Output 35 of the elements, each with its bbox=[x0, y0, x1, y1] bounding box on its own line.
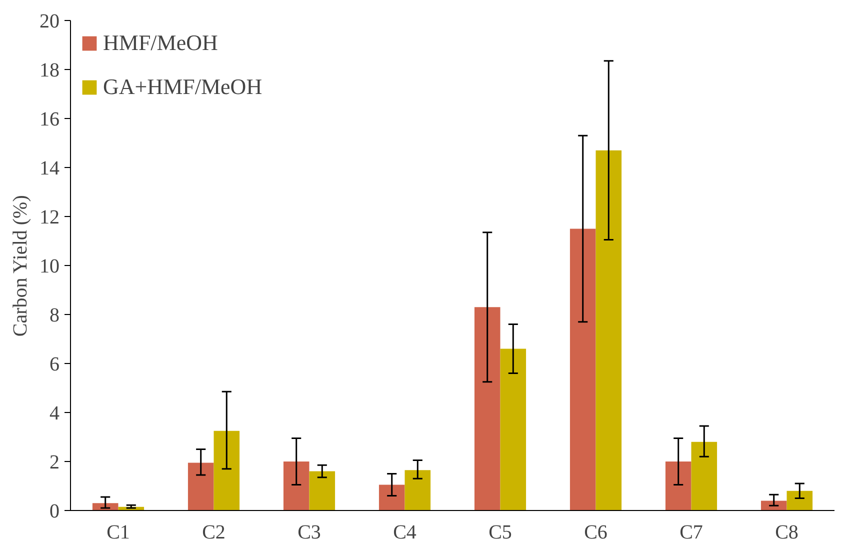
bar bbox=[283, 462, 310, 510]
y-tick-label: 10 bbox=[40, 256, 60, 278]
bar bbox=[404, 470, 431, 510]
x-tick-label: C8 bbox=[775, 522, 798, 544]
bar bbox=[188, 462, 214, 510]
y-tick-label: 14 bbox=[40, 158, 60, 180]
bar bbox=[691, 442, 718, 510]
y-tick-label: 0 bbox=[50, 500, 60, 522]
x-tick-label: C6 bbox=[584, 522, 608, 544]
bar bbox=[596, 150, 622, 510]
y-tick-label: 2 bbox=[50, 452, 60, 474]
bar bbox=[665, 462, 692, 510]
legend-label: HMF/MeOH bbox=[103, 30, 218, 56]
x-tick-label: C7 bbox=[680, 522, 703, 544]
bar bbox=[570, 228, 596, 510]
bar bbox=[214, 430, 240, 510]
y-tick-label: 20 bbox=[40, 10, 60, 32]
y-tick-label: 16 bbox=[40, 108, 60, 130]
x-tick-label: C5 bbox=[488, 522, 512, 544]
y-tick-label: 6 bbox=[50, 354, 60, 376]
bar bbox=[309, 471, 336, 510]
y-tick-label: 18 bbox=[40, 60, 60, 82]
x-tick-label: C2 bbox=[202, 522, 226, 544]
y-tick-label: 8 bbox=[50, 304, 60, 326]
x-tick-label: C1 bbox=[106, 522, 130, 544]
bar bbox=[378, 484, 405, 510]
x-tick-label: C4 bbox=[393, 522, 416, 544]
bar bbox=[474, 307, 500, 510]
bar bbox=[500, 348, 526, 510]
legend-label: GA+HMF/MeOH bbox=[103, 74, 262, 100]
y-tick-label: 4 bbox=[50, 402, 60, 424]
y-tick-label: 12 bbox=[40, 206, 60, 228]
bar bbox=[786, 490, 813, 510]
y-axis-title: Carbon Yield (%) bbox=[10, 195, 32, 337]
x-tick-label: C3 bbox=[298, 522, 321, 544]
